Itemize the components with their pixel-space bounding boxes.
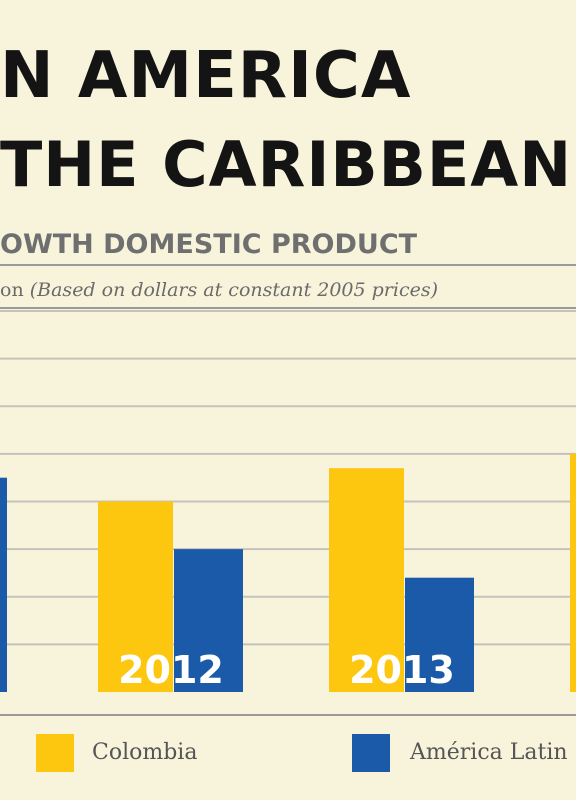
unit-prefix: on — [0, 279, 24, 301]
bar-colombia-2 — [329, 468, 404, 692]
unit-note: (Based on dollars at constant 2005 price… — [29, 279, 439, 301]
legend-swatch-latam — [352, 734, 390, 772]
bar-latam-2 — [405, 577, 474, 692]
subheader-rule — [0, 307, 576, 309]
category-label-2012: 2012 — [118, 648, 224, 692]
legend-label-colombia: Colombia — [92, 740, 198, 765]
bar-latam-1 — [174, 549, 243, 692]
legend-label-latam: América Latin — [410, 740, 568, 765]
bar-colombia-1 — [98, 501, 173, 692]
chart-subtitle: OWTH DOMESTIC PRODUCT — [0, 229, 418, 260]
legend-swatch-colombia — [36, 734, 74, 772]
bar-latam-0 — [0, 477, 7, 692]
category-label-2013: 2013 — [349, 648, 455, 692]
bar-colombia-3 — [570, 453, 576, 692]
header-rule — [0, 264, 576, 266]
unit-line: on (Based on dollars at constant 2005 pr… — [0, 277, 438, 303]
title-line-2: THE CARIBBEAN — [0, 128, 573, 201]
title-line-1: N AMERICA — [0, 39, 412, 113]
bar-chart: 2012 2013 — [0, 310, 576, 716]
